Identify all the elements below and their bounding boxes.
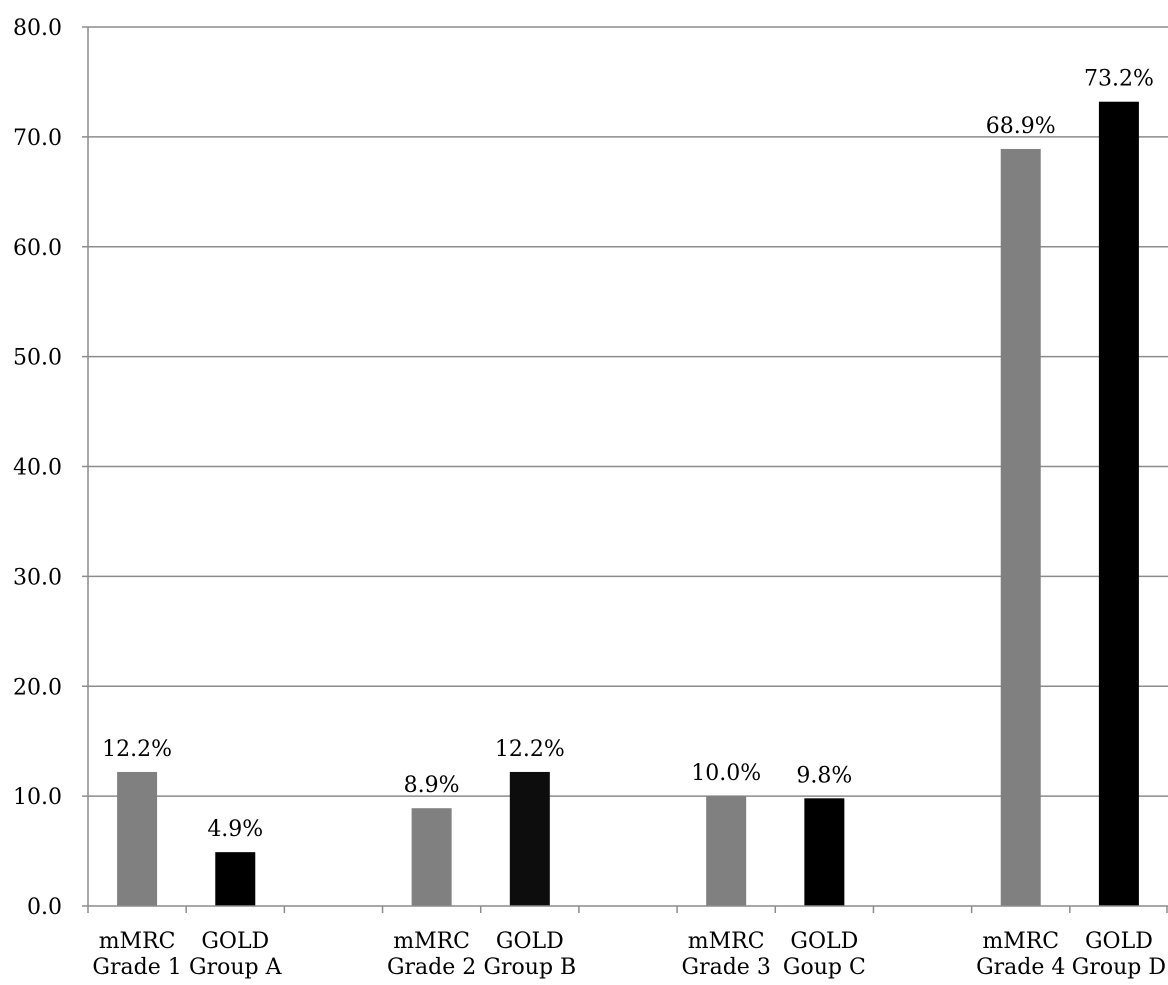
gridlines: [88, 26, 1168, 797]
category-label: mMRC Grade 4: [976, 929, 1065, 980]
data-label: 8.9%: [404, 773, 460, 798]
category-label-line: mMRC: [982, 929, 1059, 954]
data-label: 10.0%: [691, 761, 761, 786]
bar: [1000, 148, 1041, 906]
category-label-line: Group D: [1072, 955, 1166, 980]
data-label: 68.9%: [986, 114, 1056, 139]
bar: [411, 808, 452, 906]
bar: [117, 771, 158, 906]
y-tick-label: 20.0: [13, 675, 62, 700]
data-label: 4.9%: [207, 817, 263, 842]
category-label-line: Grade 2: [387, 955, 476, 980]
y-tick-label: 50.0: [13, 346, 62, 371]
data-labels: 12.2% 4.9% 8.9% 12.2% 10.0% 9.8% 68.9% 73.2%: [102, 67, 1154, 842]
axes: [87, 27, 1168, 913]
y-tick-label: 80.0: [13, 16, 62, 41]
data-label: 12.2%: [495, 737, 565, 762]
y-tick-label: 70.0: [13, 126, 62, 151]
bars: [117, 101, 1139, 907]
category-label: GOLD Group A: [189, 929, 283, 980]
category-label: GOLD Group D: [1072, 929, 1166, 980]
category-label-line: mMRC: [393, 929, 470, 954]
category-label-line: GOLD: [790, 929, 858, 954]
category-label-line: Grade 4: [976, 955, 1065, 980]
category-label-line: Goup C: [783, 955, 866, 980]
bar: [1098, 101, 1139, 907]
category-label-line: Group A: [189, 955, 283, 980]
category-label-line: GOLD: [496, 929, 564, 954]
bar: [804, 798, 845, 906]
category-label-line: mMRC: [99, 929, 176, 954]
category-label-line: mMRC: [688, 929, 765, 954]
y-tick-label: 40.0: [13, 456, 62, 481]
category-label: GOLD Goup C: [783, 929, 866, 980]
data-label: 73.2%: [1084, 67, 1154, 92]
category-label-line: GOLD: [1085, 929, 1153, 954]
y-axis-ticks: 0.0 10.0 20.0 30.0 40.0 50.0 60.0 70.0 80.0: [13, 16, 88, 920]
category-label-line: Group B: [483, 955, 576, 980]
y-tick-label: 30.0: [13, 565, 62, 590]
category-label: mMRC Grade 2: [387, 929, 476, 980]
y-tick-label: 10.0: [13, 785, 62, 810]
y-tick-label: 0.0: [27, 895, 62, 920]
bar: [509, 771, 550, 906]
y-tick-label: 60.0: [13, 236, 62, 261]
bar: [706, 796, 747, 906]
category-label-line: Grade 3: [682, 955, 771, 980]
category-label: mMRC Grade 3: [682, 929, 771, 980]
category-label: GOLD Group B: [483, 929, 576, 980]
category-label: mMRC Grade 1: [92, 929, 181, 980]
category-label-line: Grade 1: [92, 955, 181, 980]
data-label: 9.8%: [796, 763, 852, 788]
data-label: 12.2%: [102, 737, 172, 762]
category-label-line: GOLD: [201, 929, 269, 954]
bar: [215, 852, 256, 906]
